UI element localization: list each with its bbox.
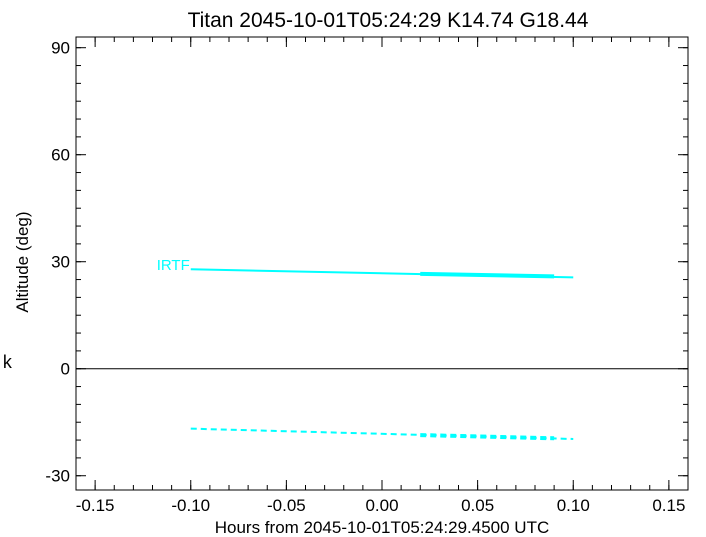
x-tick-label: -0.05 xyxy=(267,496,306,515)
x-tick-label: 0.00 xyxy=(365,496,398,515)
y-tick-label: 30 xyxy=(51,253,70,272)
x-tick-label: -0.10 xyxy=(171,496,210,515)
y-tick-label: 90 xyxy=(51,39,70,58)
x-tick-label: 0.15 xyxy=(652,496,685,515)
series-line-dashed xyxy=(190,427,574,440)
y-tick-label: -30 xyxy=(45,467,70,486)
x-axis-label: Hours from 2045-10-01T05:24:29.4500 UTC xyxy=(215,518,550,537)
series-label: IRTF xyxy=(157,257,190,274)
side-mark-text: k xyxy=(2,354,13,374)
y-tick-label: 60 xyxy=(51,146,70,165)
chart-title: Titan 2045-10-01T05:24:29 K14.74 G18.44 xyxy=(188,9,589,32)
series-highlight-dashed xyxy=(420,433,555,441)
x-tick-label: 0.05 xyxy=(461,496,494,515)
x-tick-label: 0.10 xyxy=(557,496,590,515)
series-highlight-solid xyxy=(420,271,555,279)
y-axis-label: Altitude (deg) xyxy=(13,211,32,312)
y-tick-label: 0 xyxy=(61,360,70,379)
x-tick-label: -0.15 xyxy=(76,496,115,515)
